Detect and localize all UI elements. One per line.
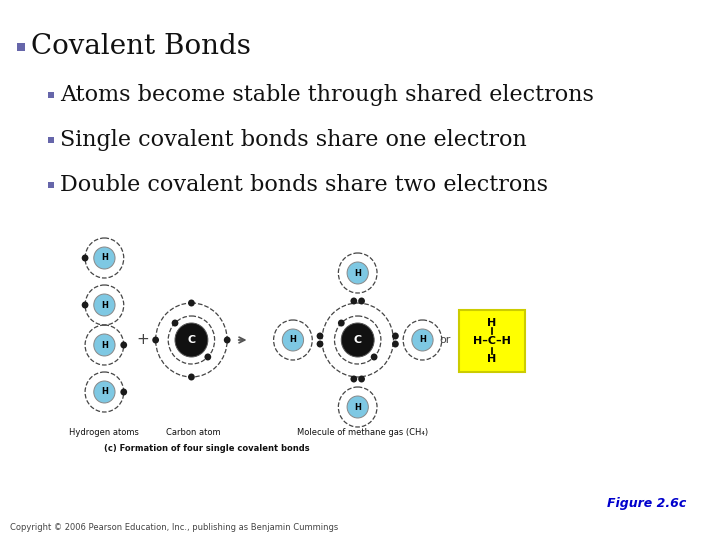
Text: H: H [487, 354, 497, 364]
Text: H: H [289, 335, 297, 345]
Text: H–C–H: H–C–H [473, 336, 511, 346]
Circle shape [317, 333, 323, 340]
Circle shape [204, 354, 211, 361]
Text: C: C [187, 335, 196, 345]
Circle shape [317, 341, 323, 348]
Circle shape [341, 323, 374, 357]
Text: H: H [354, 268, 361, 278]
Circle shape [152, 336, 159, 343]
Text: Copyright © 2006 Pearson Education, Inc., publishing as Benjamin Cummings: Copyright © 2006 Pearson Education, Inc.… [9, 523, 338, 532]
Circle shape [338, 320, 345, 327]
Text: Hydrogen atoms: Hydrogen atoms [69, 428, 140, 437]
Bar [48, 137, 54, 143]
Text: Covalent Bonds: Covalent Bonds [31, 33, 251, 60]
Text: H: H [101, 300, 108, 309]
Text: Carbon atom: Carbon atom [166, 428, 220, 437]
Circle shape [94, 294, 115, 316]
Circle shape [94, 334, 115, 356]
Bar [48, 182, 54, 188]
Circle shape [120, 388, 127, 395]
Circle shape [392, 333, 399, 340]
Text: H: H [419, 335, 426, 345]
Circle shape [81, 254, 89, 261]
Text: H: H [487, 318, 497, 328]
Circle shape [94, 381, 115, 403]
Bar [48, 92, 54, 98]
Circle shape [171, 320, 179, 327]
Text: H: H [101, 341, 108, 349]
Text: H: H [101, 253, 108, 262]
Text: Single covalent bonds share one electron: Single covalent bonds share one electron [60, 129, 527, 151]
Circle shape [412, 329, 433, 351]
Circle shape [94, 247, 115, 269]
Text: H: H [354, 402, 361, 411]
Circle shape [81, 301, 89, 308]
Text: (c) Formation of four single covalent bonds: (c) Formation of four single covalent bo… [104, 444, 310, 453]
Circle shape [392, 341, 399, 348]
Text: Figure 2.6c: Figure 2.6c [607, 497, 686, 510]
Circle shape [188, 374, 195, 381]
Bar [17, 43, 25, 51]
Text: H: H [101, 388, 108, 396]
Bar [459, 310, 525, 372]
Circle shape [282, 329, 304, 351]
Circle shape [358, 298, 365, 305]
Circle shape [351, 298, 357, 305]
Circle shape [188, 300, 195, 307]
Circle shape [347, 262, 369, 284]
Circle shape [351, 375, 357, 382]
Text: +: + [137, 333, 150, 348]
Circle shape [358, 375, 365, 382]
Circle shape [175, 323, 208, 357]
Text: or: or [439, 335, 451, 345]
Text: C: C [354, 335, 361, 345]
Circle shape [224, 336, 230, 343]
Circle shape [120, 341, 127, 348]
Text: Atoms become stable through shared electrons: Atoms become stable through shared elect… [60, 84, 594, 106]
Text: Molecule of methane gas (CH₄): Molecule of methane gas (CH₄) [297, 428, 428, 437]
Circle shape [371, 354, 377, 361]
Circle shape [347, 396, 369, 418]
Text: Double covalent bonds share two electrons: Double covalent bonds share two electron… [60, 174, 548, 196]
